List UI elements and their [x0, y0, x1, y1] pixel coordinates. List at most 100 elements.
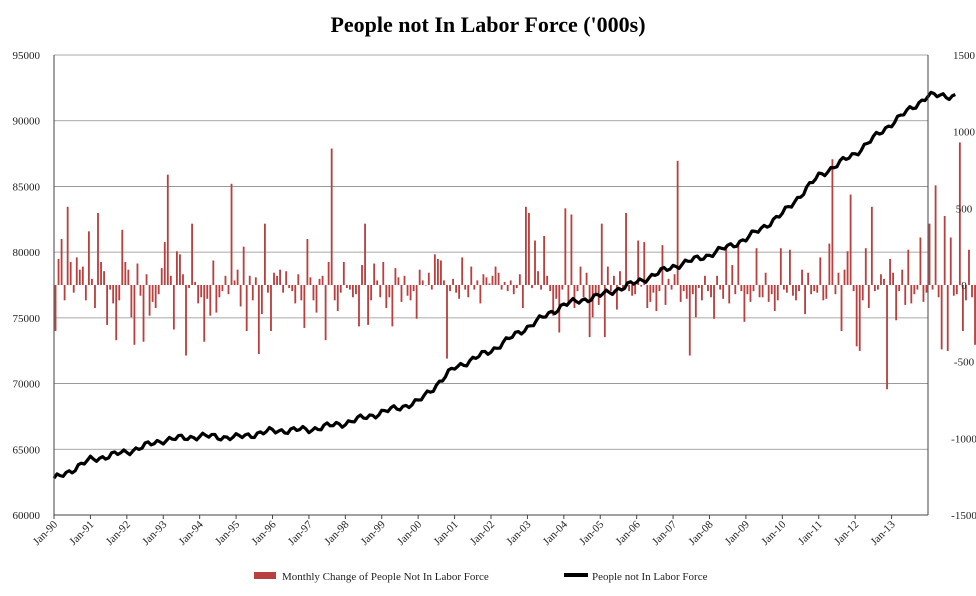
bar — [664, 285, 667, 305]
bar — [503, 281, 506, 285]
bar — [965, 285, 967, 301]
bar — [555, 285, 558, 299]
x-tick-label: Jan-99 — [359, 518, 389, 548]
bar — [752, 285, 755, 292]
left-tick-label: 95000 — [13, 50, 41, 62]
bar — [661, 245, 664, 285]
left-tick-label: 70000 — [13, 379, 41, 391]
bar — [418, 269, 421, 285]
bar — [130, 285, 133, 318]
bar — [97, 212, 99, 285]
bar — [916, 285, 919, 290]
bar — [294, 285, 297, 304]
x-tick-label: Jan-92 — [104, 519, 133, 548]
bar — [588, 285, 591, 338]
bar — [385, 285, 388, 308]
bar — [282, 285, 285, 293]
bar — [467, 285, 470, 298]
bar — [364, 223, 366, 285]
bar — [458, 285, 461, 299]
bar — [719, 285, 722, 290]
bar — [713, 285, 715, 319]
bar — [433, 254, 436, 285]
x-tick-label: Jan-07 — [650, 518, 680, 548]
bar — [84, 285, 87, 301]
bar — [531, 285, 533, 289]
bar — [376, 280, 379, 285]
bar — [600, 223, 603, 285]
x-tick-label: Jan-96 — [249, 518, 279, 548]
bar — [570, 214, 573, 285]
x-tick-label: Jan-09 — [723, 518, 753, 548]
bar — [640, 285, 643, 287]
bar — [952, 285, 955, 296]
bar — [148, 285, 151, 316]
bar — [355, 285, 357, 295]
bar — [643, 242, 646, 285]
bar — [737, 242, 740, 285]
x-tick-label: Jan-98 — [322, 518, 352, 548]
x-tick-label: Jan-00 — [395, 518, 425, 548]
bar — [115, 285, 118, 341]
bar — [743, 285, 746, 322]
bar — [491, 275, 494, 285]
bar — [473, 285, 476, 290]
bar — [206, 285, 209, 299]
bar — [75, 257, 78, 285]
bar — [185, 285, 187, 356]
bar — [613, 275, 615, 285]
bar — [958, 142, 961, 285]
right-tick-label: -1000 — [951, 433, 976, 445]
bar — [974, 285, 976, 345]
bar — [470, 266, 473, 285]
bar — [946, 285, 949, 351]
bar — [409, 285, 412, 301]
bar — [758, 285, 761, 298]
bar — [697, 285, 700, 289]
bar — [728, 285, 731, 304]
bar — [670, 285, 673, 290]
x-tick-label: Jan-95 — [213, 518, 243, 548]
bar — [858, 285, 861, 351]
bar — [764, 272, 767, 285]
bar — [770, 285, 773, 295]
right-tick-label: 0 — [961, 280, 967, 292]
bar — [327, 262, 330, 285]
bar — [676, 160, 679, 285]
bar — [251, 285, 254, 301]
bar — [309, 277, 312, 285]
bar — [892, 272, 895, 285]
bar — [288, 285, 291, 289]
bar — [236, 269, 239, 285]
bar — [424, 285, 427, 286]
bar — [567, 285, 570, 304]
bar — [825, 285, 828, 299]
bar — [276, 275, 278, 285]
bar — [518, 274, 521, 285]
bar — [828, 243, 831, 285]
bar — [534, 240, 536, 285]
legend-swatch-bars — [254, 572, 276, 579]
bar — [264, 223, 266, 285]
bar — [898, 285, 901, 292]
bar — [804, 285, 806, 315]
bar — [285, 271, 288, 285]
bar — [352, 285, 354, 298]
bar — [145, 274, 148, 285]
bar — [449, 285, 451, 292]
legend: Monthly Change of People Not In Labor Fo… — [254, 571, 708, 583]
bar — [968, 249, 970, 285]
bar — [109, 285, 112, 290]
bar — [394, 268, 397, 285]
bar — [154, 285, 157, 308]
bar — [880, 274, 882, 285]
bar — [461, 257, 464, 285]
bar — [646, 285, 649, 308]
bar — [628, 285, 630, 292]
bar — [928, 223, 931, 285]
bar — [694, 285, 697, 318]
bar — [506, 285, 509, 292]
bar — [822, 285, 825, 301]
bar — [267, 285, 269, 293]
bar — [949, 237, 952, 285]
